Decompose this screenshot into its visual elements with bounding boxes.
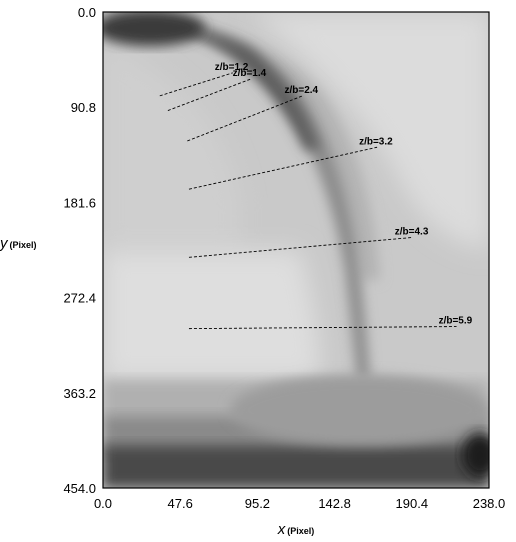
annotation-line xyxy=(159,72,233,97)
x-axis-title-unit: (Pixel) xyxy=(287,526,314,536)
annotation-line xyxy=(188,236,413,258)
intensity-field xyxy=(103,12,489,488)
annotation-label: z/b=1.4 xyxy=(233,68,267,79)
x-tick-label: 95.2 xyxy=(245,496,270,511)
x-axis-title-main: x xyxy=(277,521,286,538)
annotation-line xyxy=(187,95,303,142)
x-tick-label: 0.0 xyxy=(94,496,112,511)
annotation-layer: z/b=1.2 z/b=1.4 z/b=2.4 z/b=3.2 z/b=4.3 … xyxy=(159,62,473,330)
x-tick-label: 47.6 xyxy=(168,496,193,511)
annotation-zb-3-2: z/b=3.2 xyxy=(188,136,393,190)
y-tick-label: 363.2 xyxy=(63,386,96,401)
annotation-zb-1-4: z/b=1.4 xyxy=(167,68,267,111)
annotation-zb-1-2: z/b=1.2 xyxy=(159,62,249,97)
x-tick-label: 190.4 xyxy=(396,496,429,511)
annotation-label: z/b=2.4 xyxy=(284,85,318,96)
annotation-zb-2-4: z/b=2.4 xyxy=(187,85,319,142)
annotation-label: z/b=3.2 xyxy=(359,136,393,147)
x-axis-title: x (Pixel) xyxy=(277,521,315,538)
y-tick-label: 90.8 xyxy=(71,100,96,115)
annotation-label: z/b=1.2 xyxy=(215,62,249,73)
y-tick-label: 272.4 xyxy=(63,291,96,306)
annotation-zb-4-3: z/b=4.3 xyxy=(188,226,429,258)
annotation-line xyxy=(188,146,378,190)
y-tick-label: 0.0 xyxy=(78,5,96,20)
annotation-zb-5-9: z/b=5.9 xyxy=(188,316,473,330)
y-axis-title: y (Pixel) xyxy=(0,235,37,252)
y-axis-title-unit: (Pixel) xyxy=(10,240,37,250)
x-tick-label: 238.0 xyxy=(473,496,506,511)
y-tick-label: 181.6 xyxy=(63,195,96,210)
y-tick-label: 454.0 xyxy=(63,481,96,496)
plot-frame xyxy=(102,11,490,489)
y-axis-ticks: 0.0 90.8 181.6 272.4 363.2 454.0 xyxy=(63,5,96,496)
y-axis-title-main: y xyxy=(0,235,9,252)
annotation-label: z/b=4.3 xyxy=(395,226,429,237)
x-tick-label: 142.8 xyxy=(318,496,351,511)
annotation-label: z/b=5.9 xyxy=(439,316,473,327)
x-axis-ticks: 0.0 47.6 95.2 142.8 190.4 238.0 xyxy=(94,496,505,511)
